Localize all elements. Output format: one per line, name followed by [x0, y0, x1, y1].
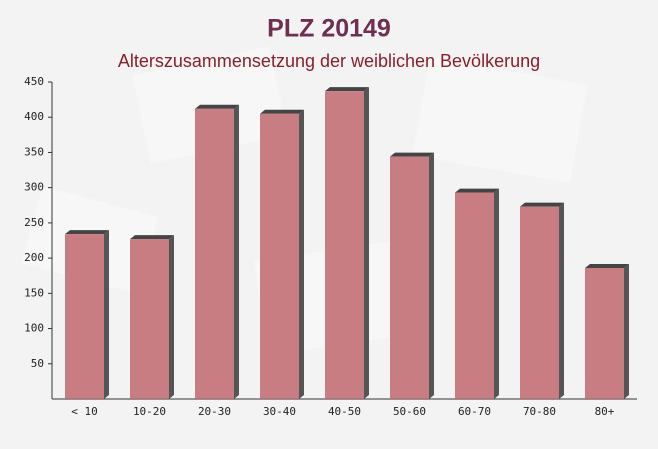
- bar: [455, 192, 494, 399]
- y-tick-label: 150: [24, 286, 44, 299]
- bar: [520, 206, 559, 399]
- bar: [390, 156, 429, 399]
- x-tick-label: < 10: [71, 405, 98, 418]
- bar-shadow: [65, 230, 109, 235]
- x-tick-label: 10-20: [133, 405, 166, 418]
- bar: [325, 91, 364, 399]
- y-tick-label: 50: [31, 357, 44, 370]
- bar-shadow: [299, 109, 304, 399]
- x-tick-label: 20-30: [198, 405, 231, 418]
- y-tick-label: 200: [24, 251, 44, 264]
- bar-shadow: [624, 263, 629, 399]
- bar-shadow: [494, 188, 499, 399]
- bar-shadow: [520, 202, 564, 207]
- bar: [65, 234, 104, 399]
- x-tick-label: 80+: [595, 405, 615, 418]
- y-tick-label: 300: [24, 181, 44, 194]
- bar-shadow: [390, 152, 434, 157]
- x-tick-label: 70-80: [523, 405, 556, 418]
- bar-shadow: [234, 104, 239, 399]
- bar-shadow: [169, 235, 174, 399]
- bar-shadow: [429, 152, 434, 399]
- bar-shadow: [195, 104, 239, 109]
- y-tick-label: 450: [24, 75, 44, 88]
- bar-shadow: [104, 230, 109, 399]
- y-tick-label: 350: [24, 145, 44, 158]
- y-tick-label: 400: [24, 110, 44, 123]
- x-tick-label: 50-60: [393, 405, 426, 418]
- bar: [585, 267, 624, 399]
- chart-title: PLZ 20149: [267, 15, 391, 43]
- chart-subtitle: Alterszusammensetzung der weiblichen Bev…: [118, 51, 540, 71]
- y-tick-label: 250: [24, 216, 44, 229]
- bar: [195, 108, 234, 399]
- y-tick-label: 100: [24, 322, 44, 335]
- x-tick-label: 60-70: [458, 405, 491, 418]
- bar: [260, 113, 299, 399]
- x-tick-label: 30-40: [263, 405, 296, 418]
- bar-shadow: [559, 202, 564, 399]
- bar-shadow: [585, 263, 629, 268]
- bar-shadow: [130, 235, 174, 240]
- bar-shadow: [260, 109, 304, 114]
- x-tick-label: 40-50: [328, 405, 361, 418]
- bar-shadow: [325, 87, 369, 92]
- bar-shadow: [364, 87, 369, 399]
- bar-shadow: [455, 188, 499, 193]
- bar: [130, 239, 169, 399]
